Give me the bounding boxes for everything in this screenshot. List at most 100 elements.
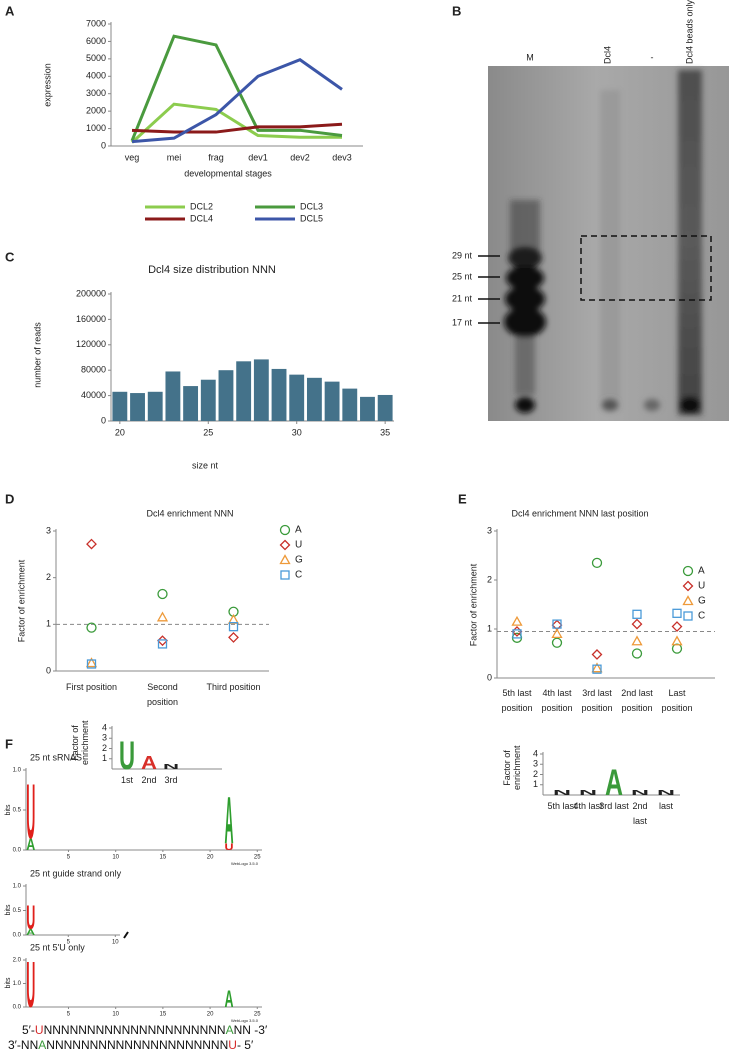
legend-label: C (698, 611, 705, 622)
y-tick-label: 0 (487, 672, 492, 682)
logo-letter: U (224, 843, 233, 853)
logo-letter: A (605, 761, 623, 803)
marker (552, 619, 562, 629)
x-tick-label: 1st (120, 775, 133, 785)
logo-letter: A (141, 753, 157, 774)
x-tick-label: 25 (254, 855, 261, 861)
y-tick-label: 4 (102, 722, 107, 732)
x-tick-label: 2nd (141, 775, 157, 785)
bar (271, 368, 287, 421)
y-tick-label: 1.0 (13, 884, 22, 890)
y-tick-label: 200000 (76, 288, 106, 298)
chart-title: Dcl4 enrichment NNN (146, 508, 233, 518)
x-tick-label: mei (167, 152, 182, 162)
legend-marker (279, 539, 291, 551)
bar (112, 391, 128, 421)
bar (218, 370, 234, 421)
panel-label: A (5, 3, 15, 18)
x-tick-label: Third position (206, 682, 261, 692)
x-tick-label: 2nd last position (621, 688, 653, 713)
size-marker-label: 17 nt (452, 317, 473, 327)
y-tick-label: 3 (533, 759, 538, 769)
legend-label: DCL2 (190, 201, 213, 211)
marker (591, 662, 603, 673)
y-tick-label: 1.0 (13, 981, 22, 987)
y-axis-label: Factor of enrichment (16, 559, 26, 642)
y-axis-label: bits (5, 977, 12, 988)
lane-label: Dcl4 beads only (684, 0, 694, 64)
legend-label: G (295, 555, 303, 566)
lane-label: M (526, 52, 534, 62)
marker (512, 629, 522, 639)
y-tick-label: 3000 (86, 88, 106, 98)
marker (631, 648, 643, 659)
x-tick-label: dev2 (290, 152, 310, 162)
marker (551, 628, 563, 639)
legend-label: G (698, 596, 706, 607)
marker (591, 557, 603, 568)
sequence-segment: U (35, 1023, 44, 1037)
legend-label: U (295, 540, 302, 551)
marker (86, 659, 97, 669)
panel-label: D (5, 491, 14, 506)
x-tick-label: 4th last (573, 801, 603, 811)
legend-label: A (295, 525, 302, 536)
legend-label: DCL5 (300, 213, 323, 223)
sequence: 3′-NNANNNNNNNNNNNNNNNNNNNNNU- 5′ (8, 1038, 254, 1051)
y-tick-label: 5000 (86, 53, 106, 63)
logo-letter: U (26, 768, 35, 855)
logo-title: 25 nt guide strand only (30, 868, 122, 878)
y-tick-label: 4000 (86, 71, 106, 81)
x-tick-label: 5th last position (501, 688, 533, 713)
bar (377, 394, 393, 421)
bar (324, 381, 340, 421)
logo-letter: N (657, 788, 675, 796)
x-tick-label: 4th last position (541, 688, 573, 713)
sequence-segment: A (226, 1023, 234, 1037)
y-tick-label: 2.0 (13, 958, 22, 964)
bar (130, 393, 145, 421)
y-tick-label: 2 (102, 743, 107, 753)
y-tick-label: 2 (46, 572, 51, 582)
x-tick-label: 20 (207, 855, 214, 861)
marker (591, 649, 603, 660)
marker (631, 618, 643, 630)
marker (671, 635, 683, 646)
y-axis-label: Factor of enrichment (70, 720, 90, 765)
bar (289, 374, 305, 421)
logo-title: 25 nt sRNAS (30, 752, 82, 762)
x-axis-label: size nt (192, 460, 219, 470)
size-marker-label: 21 nt (452, 293, 473, 303)
bar (200, 379, 216, 421)
y-axis-label: bits (5, 904, 12, 915)
marker (672, 608, 682, 618)
legend-marker (280, 570, 290, 580)
logo-footnote: WebLogo 3.5.0 (231, 861, 259, 866)
sequence-segment: NN -3′ (234, 1023, 268, 1037)
gel-image (488, 66, 729, 421)
series-line (131, 58, 343, 144)
marker (632, 609, 642, 619)
logo-letter: N (553, 788, 571, 796)
legend-label: DCL4 (190, 213, 213, 223)
lane-label: - (651, 52, 654, 62)
x-tick-label: 20 (207, 1012, 214, 1018)
y-tick-label: 0.5 (13, 808, 22, 814)
y-tick-label: 1.0 (13, 768, 22, 774)
chart-title: Dcl4 enrichment NNN last position (511, 508, 648, 518)
legend-label: U (698, 581, 705, 592)
sequence-segment: U (228, 1038, 237, 1051)
logo-letter: U (119, 733, 135, 777)
series-line (131, 122, 343, 134)
panel-label: C (5, 249, 15, 264)
logo-title: 25 nt 5'U only (30, 942, 85, 952)
x-tick-label: 3rd last position (581, 688, 613, 713)
y-tick-label: 0.5 (13, 908, 22, 914)
x-tick-label: 35 (380, 427, 390, 437)
y-tick-label: 0 (101, 415, 106, 425)
y-tick-label: 1 (487, 623, 492, 633)
bar (147, 391, 163, 421)
marker (631, 635, 643, 646)
y-tick-label: 3 (102, 733, 107, 743)
x-tick-label: dev1 (248, 152, 268, 162)
